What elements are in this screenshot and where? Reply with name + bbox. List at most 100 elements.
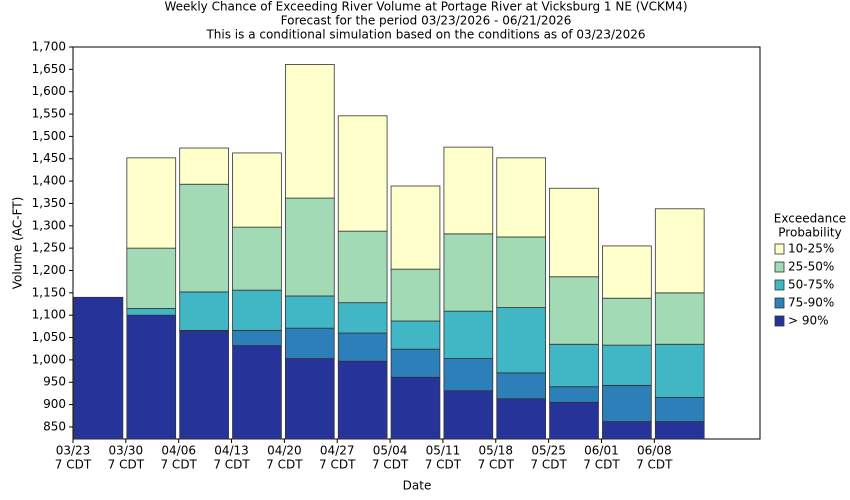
x-tick-time: 7 CDT bbox=[530, 458, 567, 472]
y-tick-label: 1,300 bbox=[32, 218, 66, 232]
bar-segment bbox=[549, 386, 599, 403]
bar-segment bbox=[654, 421, 705, 440]
x-tick-label: 04/06 bbox=[161, 444, 196, 458]
x-tick-label: 04/20 bbox=[267, 444, 302, 458]
x-tick-label: 05/04 bbox=[373, 444, 408, 458]
bar-segment bbox=[654, 208, 705, 294]
y-tick-label: 1,200 bbox=[32, 263, 66, 277]
bar-segment bbox=[443, 390, 494, 440]
bar-segment bbox=[232, 152, 282, 228]
bar-segment bbox=[496, 307, 547, 374]
bar-segment bbox=[179, 147, 229, 185]
legend-label: > 90% bbox=[788, 314, 829, 328]
bar-segment bbox=[654, 397, 705, 422]
bar-segment bbox=[232, 345, 282, 440]
x-tick-label: 04/13 bbox=[214, 444, 249, 458]
bar-segment bbox=[232, 289, 282, 331]
x-tick-time: 7 CDT bbox=[266, 458, 303, 472]
y-tick-label: 1,450 bbox=[32, 151, 66, 165]
x-tick-label: 03/30 bbox=[109, 444, 144, 458]
bar-segment bbox=[496, 398, 547, 440]
legend-label: 10-25% bbox=[788, 242, 834, 256]
bar-segment bbox=[284, 358, 335, 440]
bar-segment bbox=[602, 421, 652, 440]
bar-segment bbox=[443, 310, 494, 359]
chart-subtitle: Forecast for the period 03/23/2026 - 06/… bbox=[281, 14, 572, 28]
x-tick-label: 06/08 bbox=[637, 444, 672, 458]
x-tick-time: 7 CDT bbox=[108, 458, 145, 472]
bar-segment bbox=[390, 185, 441, 270]
bar-segment bbox=[654, 292, 705, 345]
y-tick-label: 1,100 bbox=[32, 308, 66, 322]
x-tick-time: 7 CDT bbox=[213, 458, 250, 472]
bar-segment bbox=[549, 276, 599, 345]
bar-segment bbox=[496, 372, 547, 400]
bar-segment bbox=[390, 268, 441, 322]
chart-subtitle: This is a conditional simulation based o… bbox=[205, 28, 645, 42]
bar-segment bbox=[602, 245, 652, 299]
bar-segment bbox=[126, 314, 177, 440]
x-tick-time: 7 CDT bbox=[425, 458, 462, 472]
bar-segment bbox=[443, 233, 494, 312]
bar-segment bbox=[337, 302, 388, 334]
x-tick-time: 7 CDT bbox=[478, 458, 515, 472]
bar-segment bbox=[602, 384, 652, 422]
x-tick-time: 7 CDT bbox=[319, 458, 356, 472]
legend-title: Probability bbox=[778, 226, 841, 240]
bar-segment bbox=[443, 358, 494, 392]
bar-segment bbox=[179, 183, 229, 293]
y-tick-label: 1,600 bbox=[32, 84, 66, 98]
bar-segment bbox=[126, 247, 177, 309]
y-tick-label: 1,650 bbox=[32, 62, 66, 76]
y-tick-label: 850 bbox=[43, 419, 66, 433]
bar-segment bbox=[73, 296, 124, 440]
y-tick-label: 1,400 bbox=[32, 174, 66, 188]
bar-segment bbox=[602, 297, 652, 346]
bar-segment bbox=[284, 327, 335, 359]
bar-segment bbox=[284, 295, 335, 329]
legend-swatch bbox=[774, 261, 785, 273]
bar-segment bbox=[337, 115, 388, 232]
bar-segment bbox=[549, 401, 599, 440]
bar-segment bbox=[390, 348, 441, 378]
x-tick-time: 7 CDT bbox=[636, 458, 673, 472]
legend-swatch bbox=[774, 243, 785, 255]
legend-title: Exceedance bbox=[774, 212, 846, 226]
bar-segment bbox=[654, 343, 705, 398]
y-tick-label: 950 bbox=[43, 375, 66, 389]
bar-segment bbox=[496, 157, 547, 238]
chart-title: Weekly Chance of Exceeding River Volume … bbox=[164, 0, 687, 14]
bar-segment bbox=[232, 226, 282, 291]
bar-segment bbox=[284, 64, 335, 199]
x-tick-label: 05/25 bbox=[531, 444, 566, 458]
bar-segment bbox=[443, 146, 494, 235]
x-tick-label: 03/23 bbox=[56, 444, 91, 458]
y-tick-label: 1,050 bbox=[32, 330, 66, 344]
legend-swatch bbox=[774, 315, 785, 327]
x-tick-time: 7 CDT bbox=[372, 458, 409, 472]
x-tick-time: 7 CDT bbox=[583, 458, 620, 472]
bar-segment bbox=[179, 330, 229, 440]
x-tick-label: 04/27 bbox=[320, 444, 355, 458]
y-tick-label: 1,500 bbox=[32, 129, 66, 143]
legend-label: 50-75% bbox=[788, 278, 834, 292]
legend-label: 75-90% bbox=[788, 296, 834, 310]
y-tick-label: 1,150 bbox=[32, 285, 66, 299]
bar-segment bbox=[602, 344, 652, 386]
y-axis-label: Volume (AC-FT) bbox=[11, 197, 25, 290]
legend-label: 25-50% bbox=[788, 260, 834, 274]
y-tick-label: 1,000 bbox=[32, 352, 66, 366]
bar-segment bbox=[126, 308, 177, 316]
bar-segment bbox=[549, 343, 599, 388]
bar-segment bbox=[337, 230, 388, 304]
bar-segment bbox=[337, 332, 388, 362]
y-tick-label: 1,700 bbox=[32, 40, 66, 54]
x-axis-label: Date bbox=[403, 479, 432, 493]
y-tick-label: 900 bbox=[43, 397, 66, 411]
bar-segment bbox=[496, 236, 547, 308]
x-tick-time: 7 CDT bbox=[160, 458, 197, 472]
bar-segment bbox=[390, 320, 441, 350]
bar-segment bbox=[126, 157, 177, 249]
bar-segment bbox=[549, 187, 599, 278]
